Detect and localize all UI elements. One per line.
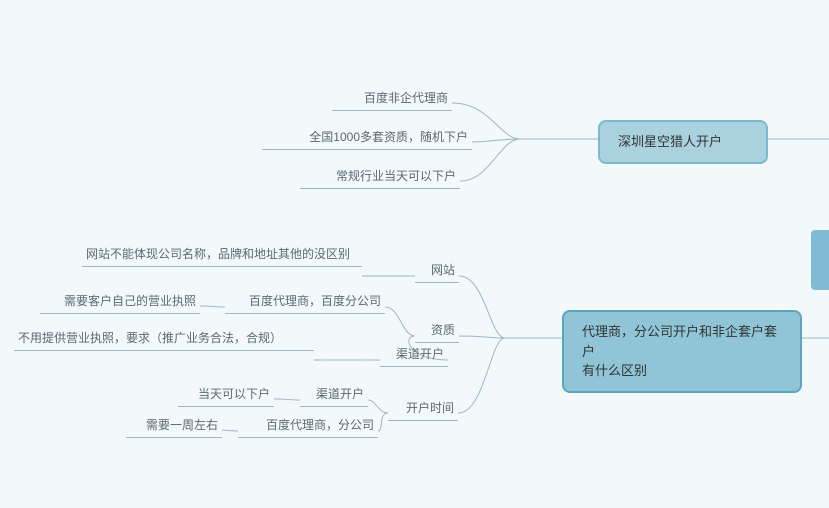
branch-open-time[interactable]: 开户时间 [388,398,458,421]
topic-node-label-line1: 代理商，分公司开户和非企套户套户 [582,324,777,359]
leaf-baidu-feiqi-agent[interactable]: 百度非企代理商 [332,88,452,111]
leaf-need-one-week[interactable]: 需要一周左右 [126,415,222,438]
leaf-label: 当天可以下户 [198,387,270,401]
leaf-label: 渠道开户 [396,347,444,361]
leaf-label: 百度代理商，百度分公司 [249,294,381,308]
leaf-channel-open-time[interactable]: 渠道开户 [300,384,368,407]
leaf-channel-open-qual[interactable]: 渠道开户 [380,344,448,367]
leaf-label: 常规行业当天可以下户 [336,169,456,183]
topic-node-bottom-main[interactable]: 代理商，分公司开户和非企套户套户 有什么区别 [562,310,802,393]
leaf-1000-sets[interactable]: 全国1000多套资质，随机下户 [262,127,472,150]
branch-website[interactable]: 网站 [415,260,459,283]
branch-label: 开户时间 [406,401,454,415]
leaf-label: 不用提供营业执照，要求（推广业务合法，合规） [18,331,282,345]
leaf-no-license-needed[interactable]: 不用提供营业执照，要求（推广业务合法，合规） [14,328,314,351]
leaf-label: 百度代理商，分公司 [266,418,374,432]
topic-node-label-line2: 有什么区别 [582,363,647,378]
leaf-label: 全国1000多套资质，随机下户 [309,130,468,144]
leaf-label: 需要一周左右 [146,418,218,432]
leaf-baidu-agent-company[interactable]: 百度代理商，分公司 [238,415,378,438]
branch-qualification[interactable]: 资质 [415,320,459,343]
side-panel-tab[interactable] [811,230,829,290]
topic-node-top-main[interactable]: 深圳星空猎人开户 [598,120,768,164]
leaf-website-detail[interactable]: 网站不能体现公司名称，品牌和地址其他的没区别 [82,244,362,267]
leaf-baidu-agent-branch[interactable]: 百度代理商，百度分公司 [225,291,385,314]
branch-label: 网站 [431,263,455,277]
leaf-sameday-open[interactable]: 当天可以下户 [178,384,274,407]
leaf-label: 百度非企代理商 [364,91,448,105]
leaf-regular-sameday[interactable]: 常规行业当天可以下户 [300,166,460,189]
leaf-label: 网站不能体现公司名称，品牌和地址其他的没区别 [86,247,350,261]
branch-label: 资质 [431,323,455,337]
leaf-label: 需要客户自己的营业执照 [64,294,196,308]
leaf-need-customer-license[interactable]: 需要客户自己的营业执照 [40,291,200,314]
leaf-label: 渠道开户 [316,387,364,401]
topic-node-label: 深圳星空猎人开户 [618,134,722,149]
